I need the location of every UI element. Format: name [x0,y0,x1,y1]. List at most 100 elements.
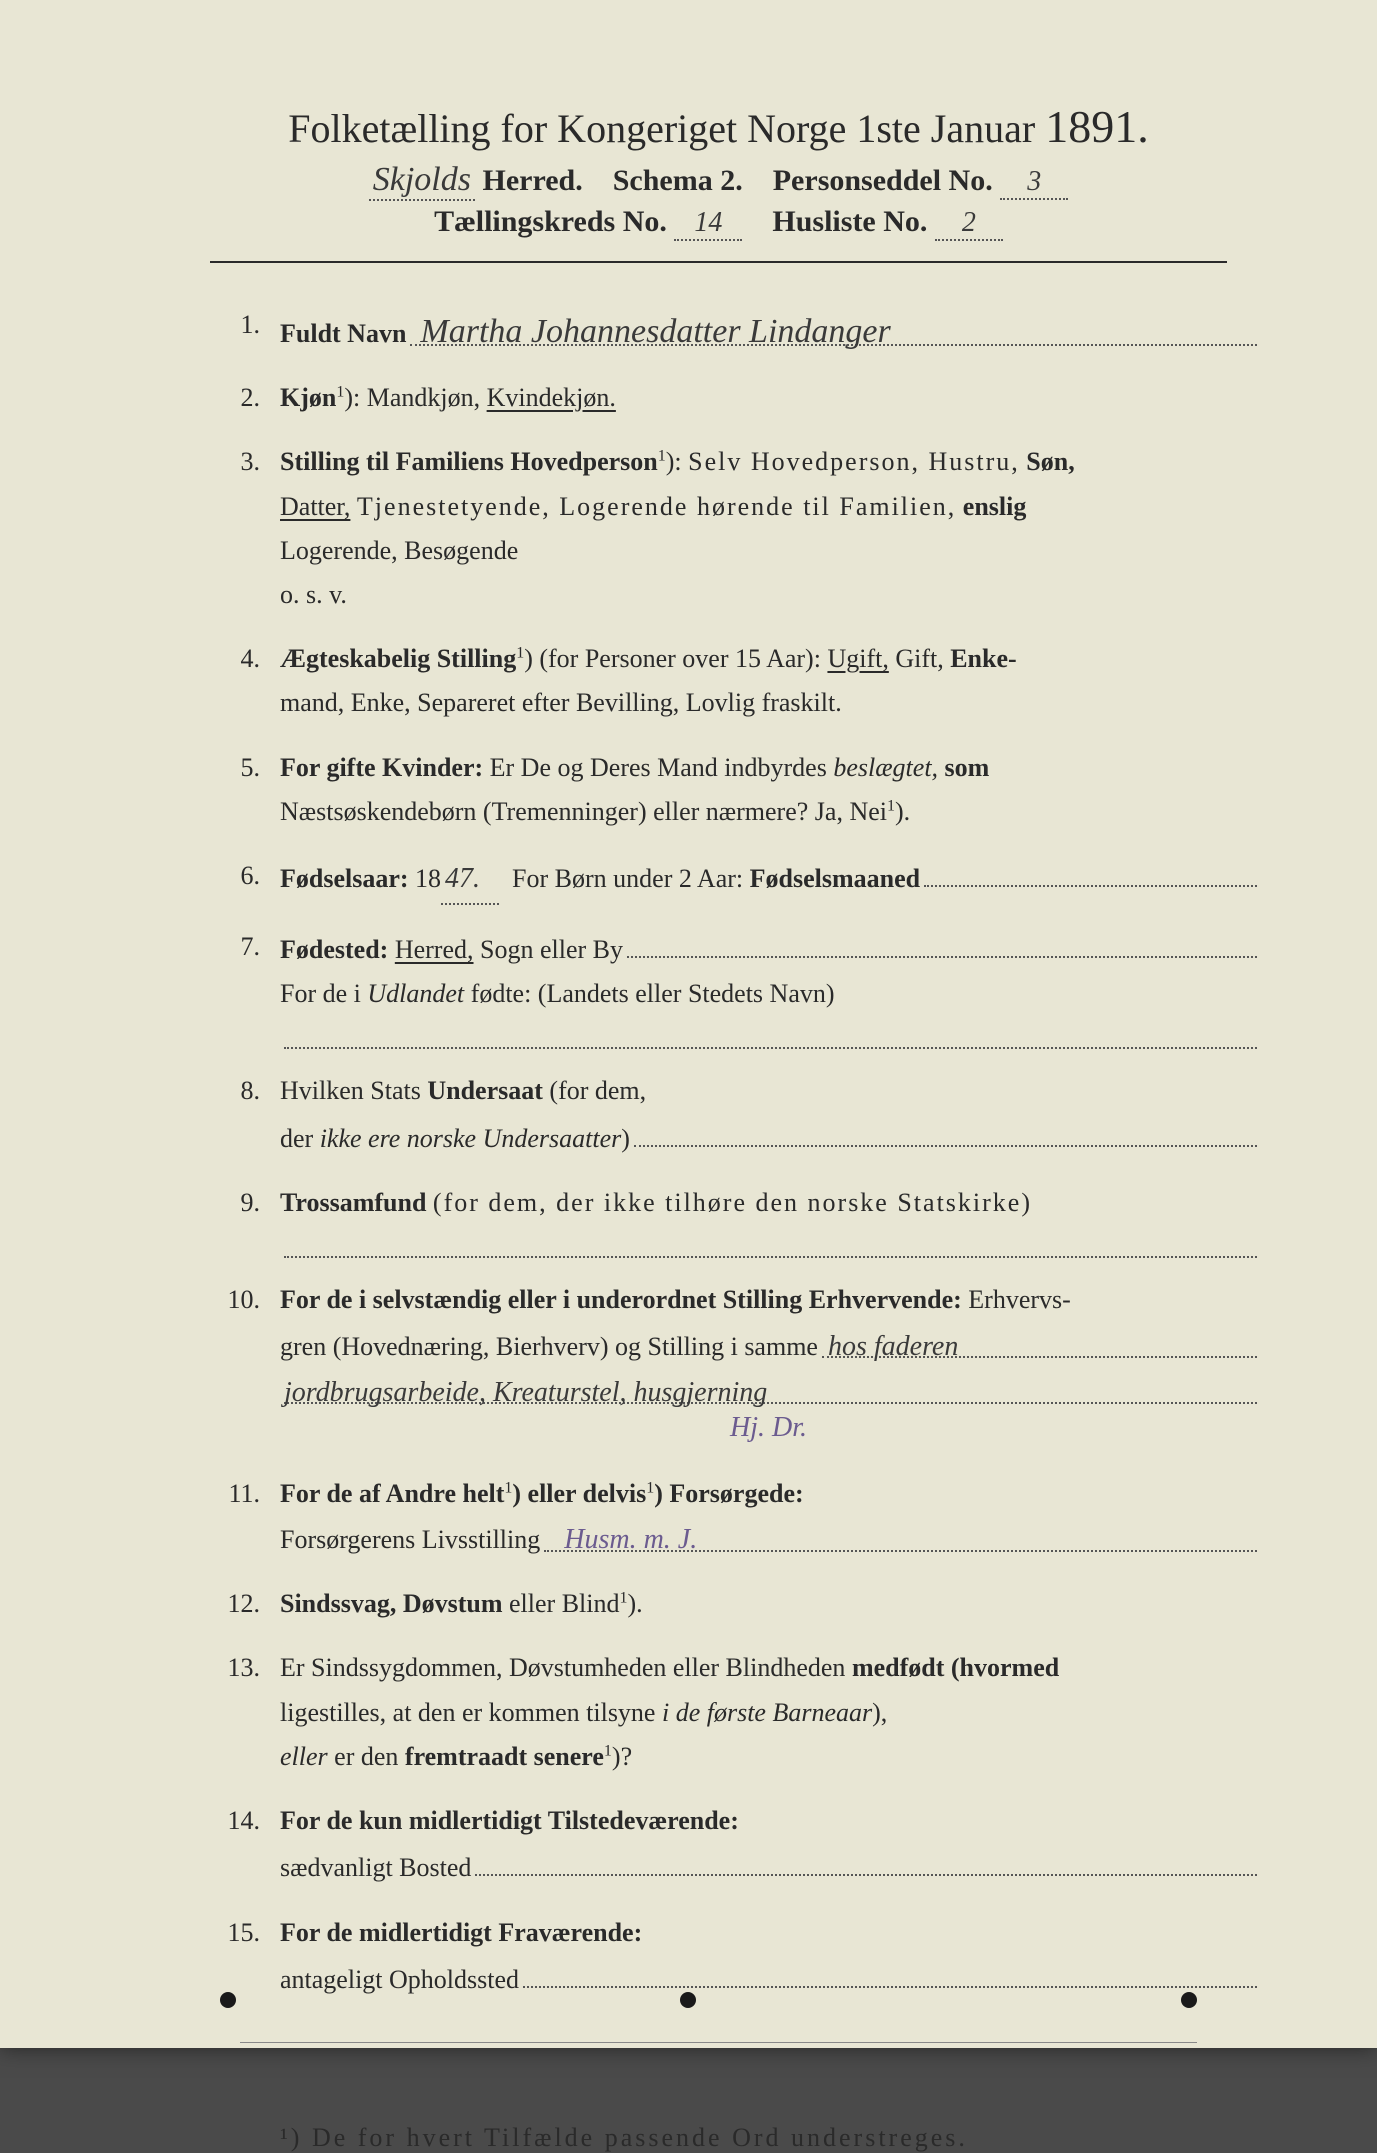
item-5-d: som [945,753,990,782]
item-4-d: Gift, [895,644,943,673]
item-3-i: o. s. v. [280,580,347,609]
schema-label: Schema 2. [613,164,743,197]
item-15-a: For de midlertidigt Fraværende: [280,1918,642,1947]
item-5-label: For gifte Kvinder: [280,753,483,782]
item-13-d: i de første Barneaar [662,1698,872,1727]
item-1: 1. Fuldt Navn Martha Johannesdatter Lind… [200,303,1257,356]
item-12-num: 12. [200,1582,280,1626]
item-6-d: Fødselsmaaned [750,857,920,901]
item-7-blank2 [284,1016,1257,1049]
item-7-selected: Herred, [395,928,474,972]
footnote: ¹) De for hvert Tilfælde passende Ord un… [180,2123,1257,2153]
item-3-c: Selv Hovedperson, Hustru, [688,447,1020,476]
item-4-selected: Ugift, [827,644,888,673]
item-10-c: gren (Hovednæring, Bierhverv) og Stillin… [280,1325,818,1369]
item-8: 8. Hvilken Stats Undersaat (for dem, der… [200,1069,1257,1161]
item-6-c: For Børn under 2 Aar: [512,857,743,901]
item-4-f: mand, Enke, Separeret efter Bevilling, L… [280,688,842,717]
item-2-selected: Kvindekjøn. [487,383,616,412]
item-5-c: beslægtet, [833,753,938,782]
item-1-value: Martha Johannesdatter Lindanger [410,303,1257,346]
item-13: 13. Er Sindssygdommen, Døvstumheden elle… [200,1646,1257,1779]
title-text: Folketælling for Kongeriget Norge 1ste J… [288,106,1035,151]
item-13-f: eller [280,1742,328,1771]
item-9: 9. Trossamfund (for dem, der ikke tilhør… [200,1181,1257,1258]
item-3-b: ): [666,447,682,476]
punch-hole-right [1181,1992,1197,2008]
item-3-g: enslig [963,492,1027,521]
husliste-label: Husliste No. [772,205,927,238]
item-8-e: ikke ere norske Undersaatter [320,1117,622,1161]
item-3-num: 3. [200,440,280,617]
item-7-blank1 [627,925,1257,958]
husliste-no: 2 [935,207,1003,241]
item-14-num: 14. [200,1799,280,1891]
item-13-b: medfødt (hvormed [852,1653,1059,1682]
item-2-options: ): Mandkjøn, [344,383,486,412]
item-6-label: Fødselsaar: [280,857,409,901]
item-5-num: 5. [200,746,280,834]
item-14-b: sædvanligt Bosted [280,1846,471,1890]
item-7-label: Fødested: [280,928,388,972]
item-6-num: 6. [200,854,280,905]
item-9-num: 9. [200,1181,280,1258]
item-15: 15. For de midlertidigt Fraværende: anta… [200,1911,1257,2003]
item-5-e: Næstsøskendebørn (Tremenninger) eller næ… [280,797,887,826]
item-3-label: Stilling til Familiens Hovedperson [280,447,658,476]
item-10-num: 10. [200,1278,280,1452]
herred-handwritten: Skjolds [369,161,475,201]
item-10-b: Erhvervs- [968,1285,1071,1314]
item-13-c: ligestilles, at den er kommen tilsyne [280,1698,655,1727]
item-5-b: Er De og Deres Mand indbyrdes [490,753,827,782]
footnote-text: De for hvert Tilfælde passende Ord under… [312,2123,968,2152]
item-8-f: ) [621,1117,630,1161]
item-6-blank [924,854,1257,887]
item-3-selected: Datter, [280,492,350,521]
personseddel-label: Personseddel No. [773,164,993,197]
item-11-b: ) eller delvis [512,1479,646,1508]
item-13-a: Er Sindssygdommen, Døvstumheden eller Bl… [280,1653,845,1682]
item-8-a: Hvilken Stats [280,1076,421,1105]
item-14-a: For de kun midlertidigt Tilstedeværende: [280,1806,739,1835]
item-8-b: Undersaat [427,1076,543,1105]
item-12-c: ). [628,1589,643,1618]
item-13-h: fremtraadt senere [405,1742,604,1771]
item-5: 5. For gifte Kvinder: Er De og Deres Man… [200,746,1257,834]
item-3: 3. Stilling til Familiens Hovedperson1):… [200,440,1257,617]
item-8-d: der [280,1117,313,1161]
item-3-f: Tjenestetyende, Logerende hørende til Fa… [357,492,956,521]
sup-4: 1 [516,644,524,661]
item-2-num: 2. [200,376,280,420]
item-15-b: antageligt Opholdssted [280,1958,519,2002]
footnote-marker: ¹) [280,2123,302,2152]
item-13-num: 13. [200,1646,280,1779]
item-4-label: Ægteskabelig Stilling [280,644,516,673]
sup-12: 1 [620,1590,628,1607]
item-9-blank [284,1225,1257,1258]
item-7-e: Udlandet [367,979,464,1008]
item-7: 7. Fødested: Herred, Sogn eller By For d… [200,925,1257,1050]
item-11: 11. For de af Andre helt1) eller delvis1… [200,1472,1257,1562]
sup-5: 1 [887,797,895,814]
item-15-blank [523,1955,1257,1988]
item-14-blank [475,1843,1257,1876]
personseddel-no: 3 [1000,166,1068,200]
item-7-d: For de i [280,979,361,1008]
item-4-e: Enke- [950,644,1016,673]
item-8-c: (for dem, [549,1076,646,1105]
herred-label: Herred. [482,164,582,197]
item-3-d: Søn, [1026,447,1074,476]
item-4-num: 4. [200,637,280,725]
item-6: 6. Fødselsaar: 1847. For Børn under 2 Aa… [200,854,1257,905]
title-year: 1891. [1045,101,1149,152]
item-13-e: ), [872,1698,887,1727]
item-9-a: Trossamfund [280,1188,426,1217]
item-1-num: 1. [200,303,280,356]
item-12: 12. Sindssvag, Døvstum eller Blind1). [200,1582,1257,1626]
item-2-kjon: Kjøn [280,383,336,412]
item-12-b: eller Blind [509,1589,619,1618]
item-10: 10. For de i selvstændig eller i underor… [200,1278,1257,1452]
main-title: Folketælling for Kongeriget Norge 1ste J… [180,100,1257,153]
sup-3: 1 [658,448,666,465]
item-9-b: (for dem, der ikke tilhøre den norske St… [433,1188,1032,1217]
